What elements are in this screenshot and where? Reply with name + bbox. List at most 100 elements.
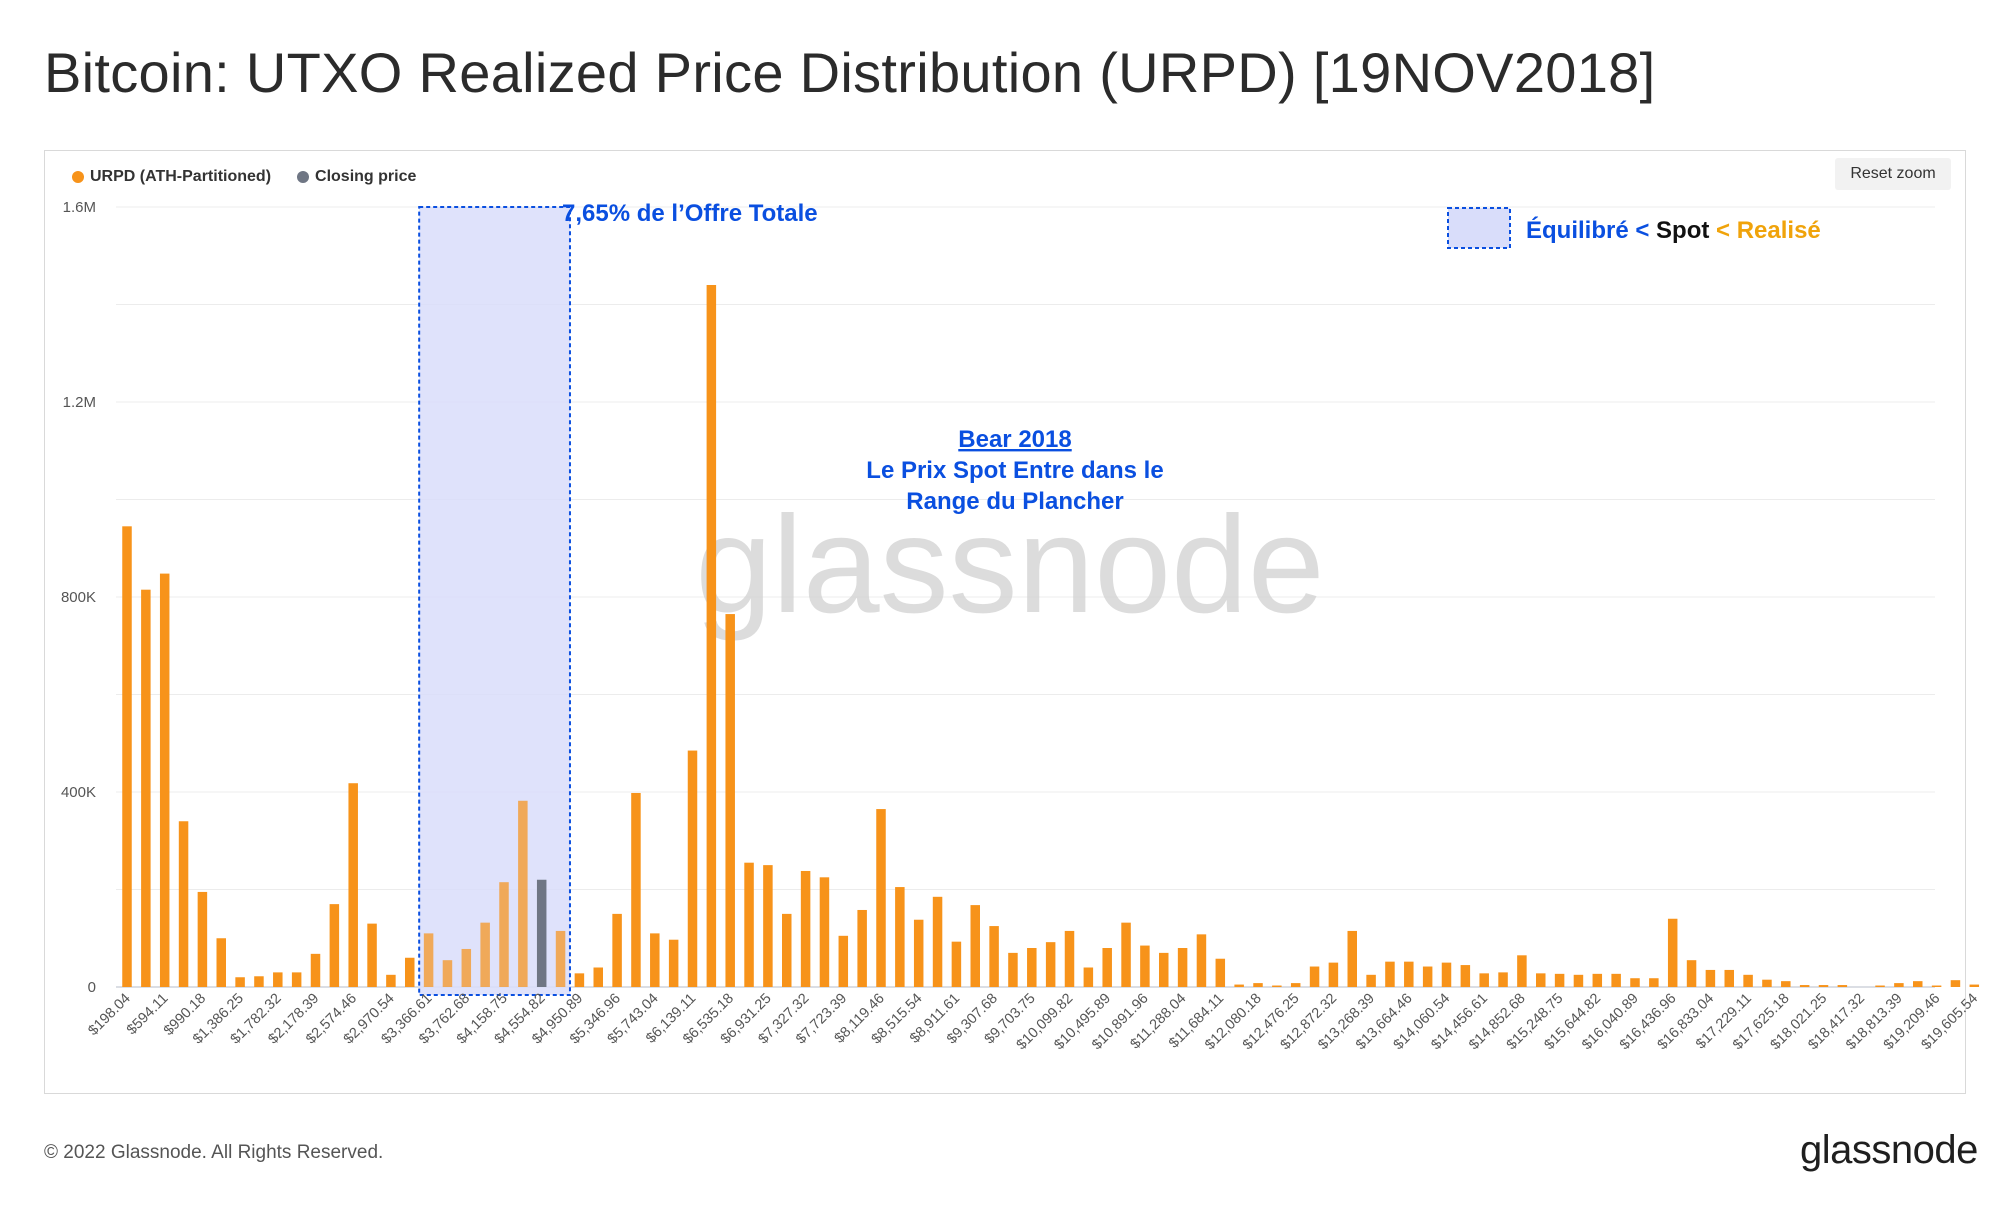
bear-line2-annotation: Range du Plancher [906, 488, 1123, 515]
chart-panel [44, 150, 1966, 1094]
urpd-bar [1536, 973, 1546, 987]
urpd-bar [650, 933, 660, 987]
urpd-bar [1460, 965, 1471, 987]
urpd-bar [216, 938, 226, 987]
urpd-bar [310, 953, 321, 987]
urpd-bar [1894, 983, 1904, 987]
y-tick-label: 1.6M [63, 199, 96, 216]
urpd-bar [1969, 984, 1980, 987]
urpd-bar [235, 977, 245, 987]
key-text-part: Équilibré < [1526, 216, 1649, 244]
urpd-bar [951, 941, 962, 987]
y-tick-label: 1.2M [63, 394, 96, 411]
watermark-text: glassnode [695, 488, 1324, 642]
urpd-bar [348, 783, 358, 987]
urpd-bar [291, 972, 302, 987]
urpd-bar [1404, 961, 1414, 987]
urpd-bar [1799, 985, 1810, 987]
urpd-bar [1592, 973, 1603, 987]
urpd-bar [989, 926, 999, 987]
reset-zoom-button[interactable]: Reset zoom [1835, 158, 1951, 190]
urpd-bar [122, 526, 132, 987]
urpd-bar [1196, 934, 1207, 987]
urpd-bar [819, 877, 830, 987]
urpd-bar [141, 589, 151, 987]
legend-dot-closing-price [297, 171, 310, 183]
urpd-bar [1554, 973, 1565, 987]
urpd-bar [1479, 973, 1489, 987]
urpd-bar [1517, 955, 1527, 987]
urpd-bar [329, 904, 340, 987]
urpd-bar [159, 573, 170, 987]
urpd-bar [763, 865, 773, 987]
urpd-bar [1931, 985, 1942, 987]
urpd-bar [1498, 972, 1508, 987]
urpd-bar [1385, 961, 1395, 987]
urpd-bar [857, 909, 867, 987]
legend-dot-urpd [72, 171, 84, 183]
y-tick-label: 400K [61, 784, 96, 801]
urpd-bar [1705, 969, 1716, 987]
box-label-annotation: 7,65% de l’Offre Totale [562, 200, 818, 227]
legend-item-closing-price[interactable]: Closing price [297, 168, 416, 186]
highlight-range-box [418, 206, 571, 996]
urpd-bar [706, 285, 717, 987]
urpd-bar [932, 896, 943, 987]
urpd-bar [876, 809, 886, 987]
urpd-bar [1743, 974, 1753, 987]
urpd-bar [1064, 930, 1075, 987]
urpd-bar [555, 930, 566, 987]
urpd-bar [1611, 973, 1621, 987]
legend-label-closing-price: Closing price [315, 168, 417, 185]
urpd-bar [254, 976, 264, 987]
urpd-bar [1234, 984, 1244, 987]
urpd-bar [593, 967, 603, 987]
urpd-bar [1347, 930, 1357, 987]
urpd-bar [499, 882, 509, 987]
urpd-bar [895, 887, 905, 987]
urpd-bar [1422, 966, 1433, 987]
urpd-bar [518, 800, 528, 987]
urpd-bar [480, 922, 490, 987]
y-tick-label: 0 [88, 979, 96, 996]
urpd-bar [423, 933, 434, 987]
urpd-bar [1366, 974, 1376, 987]
urpd-bar [273, 972, 283, 987]
urpd-bar [1950, 980, 1961, 987]
legend-item-urpd[interactable]: URPD (ATH-Partitioned) [72, 168, 271, 186]
legend: URPD (ATH-Partitioned) Closing price [72, 168, 416, 186]
urpd-bar [800, 870, 811, 987]
urpd-bar [1573, 974, 1584, 987]
legend-label-urpd: URPD (ATH-Partitioned) [90, 168, 272, 185]
urpd-bar [461, 948, 472, 987]
urpd-bar [1762, 979, 1772, 987]
urpd-bar [1309, 966, 1320, 987]
urpd-bar [1290, 983, 1301, 987]
urpd-bar [1027, 948, 1037, 987]
urpd-bar [1913, 981, 1923, 987]
urpd-bar [782, 913, 792, 987]
chart-title: Bitcoin: UTXO Realized Price Distributio… [44, 41, 1656, 104]
urpd-bar [178, 821, 189, 987]
closing-price-bar [536, 879, 547, 987]
key-swatch [1447, 207, 1511, 249]
urpd-bar [405, 957, 415, 987]
urpd-bar [631, 792, 641, 987]
urpd-bar [1121, 922, 1131, 987]
urpd-bar [1875, 985, 1885, 987]
urpd-bar [1686, 960, 1697, 987]
urpd-bar [1630, 978, 1640, 987]
urpd-bar [1102, 948, 1112, 987]
urpd-bar [1781, 981, 1791, 987]
x-tick-label: $198.04 [85, 991, 133, 1039]
urpd-bar [1008, 952, 1018, 987]
urpd-bar [1140, 945, 1150, 987]
urpd-bar [1724, 969, 1734, 987]
urpd-bar [1837, 985, 1848, 987]
urpd-bar [612, 913, 622, 987]
urpd-bar [744, 862, 754, 987]
urpd-bar [1818, 985, 1829, 987]
urpd-bar [725, 614, 735, 987]
urpd-bar [574, 973, 585, 987]
